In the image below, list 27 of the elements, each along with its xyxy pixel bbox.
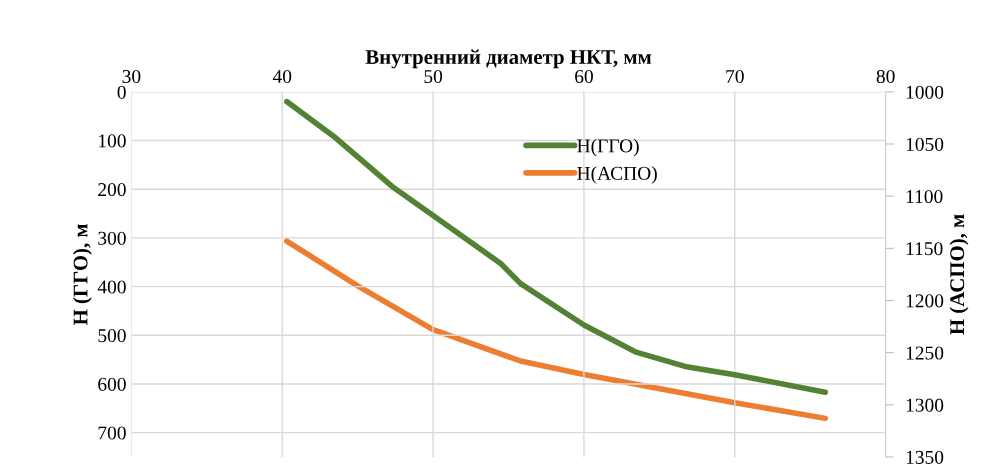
y2-tick-label: 1000	[906, 85, 944, 99]
legend-label: H(ГГО)	[577, 138, 639, 157]
y2-tick-label: 1150	[906, 242, 943, 256]
x-tick-label: 30	[122, 69, 141, 84]
x-axis-title: Внутренний диаметр НКТ, мм	[365, 49, 652, 69]
y2-tick-label: 1200	[906, 294, 944, 308]
y-tick-label: 100	[99, 134, 126, 148]
x-tick-label: 50	[424, 69, 443, 84]
x-tick-label: 60	[575, 69, 593, 84]
y2-tick-label: 1300	[906, 398, 944, 412]
x-tick-label: 40	[272, 69, 292, 84]
y-tick-label: 500	[98, 329, 126, 343]
y-tick-label: 200	[98, 183, 126, 197]
y-tick-label: 700	[98, 426, 126, 440]
y2-tick-label: 1350	[906, 450, 944, 464]
y2-tick-label: 1100	[906, 190, 943, 204]
y2-tick-label: 1250	[906, 346, 944, 360]
x-tick-label: 70	[726, 69, 744, 84]
x-tick-label: 80	[876, 69, 895, 84]
y-tick-label: 400	[97, 280, 126, 294]
y-axis-title: H (ГГО), м	[72, 224, 92, 326]
legend-label: H(АСПО)	[577, 166, 657, 184]
y-tick-label: 0	[117, 85, 126, 99]
y-tick-label: 300	[98, 231, 126, 245]
y2-tick-label: 1050	[906, 137, 944, 151]
y-tick-label: 600	[98, 377, 126, 391]
y2-axis-title: H (АСПО), м	[949, 214, 969, 335]
